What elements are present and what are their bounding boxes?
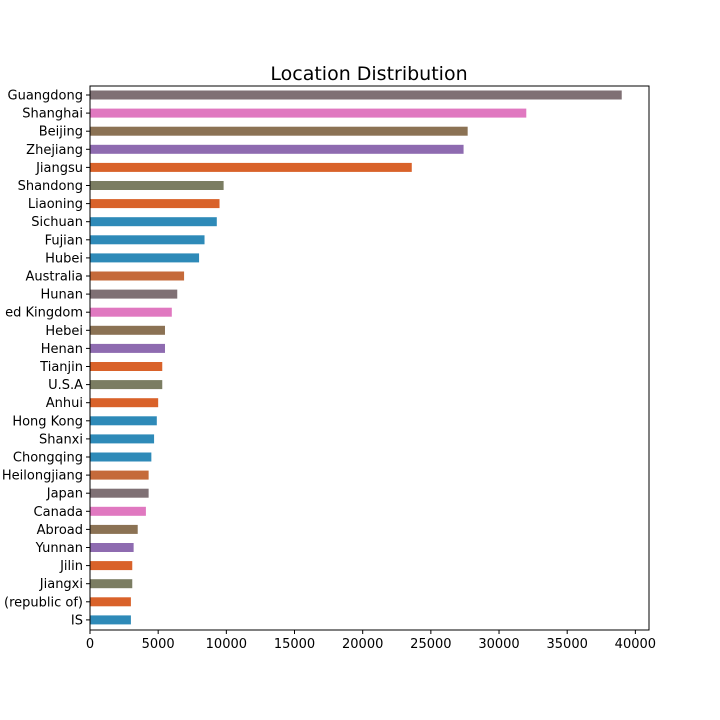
y-tick-label: Chongqing — [13, 451, 83, 466]
x-tick-label: 5000 — [142, 637, 175, 652]
y-tick-label: Australia — [25, 270, 83, 285]
x-tick-label: 15000 — [274, 637, 315, 652]
y-tick-label: Jiangsu — [35, 161, 83, 176]
bar — [90, 524, 138, 534]
y-tick-label: Shanxi — [39, 432, 83, 447]
bar — [90, 543, 134, 552]
x-tick-label: 30000 — [478, 637, 519, 652]
y-tick-label: Canada — [34, 505, 83, 520]
bar — [90, 126, 468, 136]
bar — [90, 561, 133, 571]
y-tick-label: Fujian — [45, 233, 83, 248]
bar — [90, 307, 172, 317]
y-axis: Guangdong Shanghai Beijing Zhejiang Jiangsu S… — [2, 89, 90, 628]
y-tick-label: Shandong — [18, 179, 83, 194]
bar — [90, 615, 131, 625]
bar — [90, 506, 146, 516]
y-tick-label: Abroad — [37, 523, 83, 538]
y-tick-label: Hong Kong — [12, 414, 83, 429]
bar — [90, 144, 464, 154]
bar — [90, 470, 149, 480]
y-tick-label: Liaoning — [28, 197, 83, 212]
x-axis: 0 5000 10000 15000 20000 25000 30000 35000 40000 — [86, 630, 656, 652]
y-tick-label: (republic of) — [4, 595, 83, 610]
bar — [90, 579, 133, 589]
y-tick-label: U.S.A — [48, 378, 83, 393]
bar — [90, 398, 159, 408]
bar — [90, 217, 217, 227]
y-tick-label: Hebei — [45, 324, 83, 339]
bar — [90, 235, 205, 245]
y-tick-label: Tianjin — [39, 360, 83, 375]
bar — [90, 416, 157, 426]
bar — [90, 253, 200, 263]
y-tick-label: Yunnan — [35, 541, 83, 556]
bar — [90, 108, 527, 118]
bar — [90, 488, 149, 498]
y-tick-label: Shanghai — [22, 107, 83, 122]
y-tick-label: Hubei — [45, 251, 83, 266]
bar — [90, 199, 220, 209]
y-tick-label: Sichuan — [31, 215, 83, 230]
bar — [90, 597, 131, 607]
bar — [90, 181, 224, 190]
plot-frame — [89, 85, 650, 631]
y-tick-label: Henan — [41, 342, 83, 357]
y-tick-label: ed Kingdom — [5, 306, 83, 321]
bar — [90, 325, 165, 335]
bar — [90, 162, 412, 172]
bar — [90, 289, 178, 299]
x-tick-label: 35000 — [547, 637, 588, 652]
bar — [90, 380, 163, 390]
bar — [90, 362, 163, 371]
bar — [90, 271, 185, 281]
bar — [90, 343, 165, 353]
bar — [90, 434, 155, 444]
y-tick-label: Anhui — [46, 396, 83, 411]
bar — [90, 90, 622, 100]
y-tick-label: Zhejiang — [26, 143, 83, 158]
x-tick-label: 10000 — [206, 637, 247, 652]
chart-title: Location Distribution — [270, 63, 467, 85]
bar — [90, 452, 152, 462]
y-tick-label: Jiangxi — [39, 577, 83, 592]
y-tick-label: Hunan — [41, 288, 83, 303]
y-tick-label: IS — [71, 613, 83, 628]
y-tick-label: Beijing — [39, 125, 83, 140]
x-tick-label: 25000 — [410, 637, 451, 652]
bars-group — [90, 90, 622, 625]
y-tick-label: Heilongjiang — [2, 469, 83, 484]
y-tick-label: Jilin — [59, 559, 83, 574]
y-tick-label: Japan — [46, 487, 83, 502]
x-tick-label: 0 — [86, 637, 94, 652]
y-tick-label: Guangdong — [8, 89, 83, 104]
x-tick-label: 20000 — [342, 637, 383, 652]
x-tick-label: 40000 — [615, 637, 656, 652]
